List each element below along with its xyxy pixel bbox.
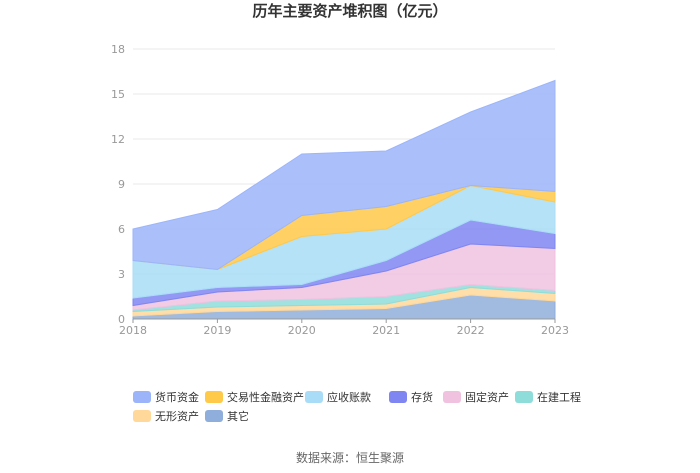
x-tick-label: 2018 — [119, 324, 147, 337]
axes: 2018 2019 2020 2021 2022 2023 — [119, 318, 569, 337]
legend-swatch — [389, 391, 407, 403]
legend-swatch — [305, 391, 323, 403]
legend-swatch — [443, 391, 461, 403]
series-area — [132, 79, 556, 271]
legend-label: 存货 — [411, 390, 433, 404]
y-tick-label: 18 — [111, 43, 125, 56]
x-tick-label: 2021 — [372, 324, 400, 337]
legend-swatch — [133, 391, 151, 403]
legend-label: 交易性金融资产 — [227, 390, 304, 404]
legend-label: 其它 — [227, 409, 249, 423]
x-tick-label: 2022 — [457, 324, 485, 337]
data-source: 数据来源：恒生聚源 — [296, 450, 404, 465]
x-tick-label: 2019 — [203, 324, 231, 337]
legend-swatch — [205, 410, 223, 422]
legend-item[interactable]: 其它 — [205, 409, 249, 423]
area-series — [132, 79, 556, 320]
y-tick-label: 9 — [118, 178, 125, 191]
legend-label: 固定资产 — [465, 390, 509, 404]
chart-title: 历年主要资产堆积图（亿元） — [252, 2, 447, 20]
y-tick-label: 0 — [118, 313, 125, 326]
y-tick-label: 6 — [118, 223, 125, 236]
legend-swatch — [205, 391, 223, 403]
legend-item[interactable]: 存货 — [389, 390, 433, 404]
y-tick-label: 12 — [111, 133, 125, 146]
legend-item[interactable]: 固定资产 — [443, 390, 509, 404]
legend-swatch — [133, 410, 151, 422]
legend-item[interactable]: 货币资金 — [133, 390, 199, 404]
y-tick-label: 3 — [118, 268, 125, 281]
legend-label: 应收账款 — [327, 390, 371, 404]
y-tick-label: 15 — [111, 88, 125, 101]
legend-item[interactable]: 应收账款 — [305, 390, 371, 404]
x-tick-label: 2023 — [541, 324, 569, 337]
legend-item[interactable]: 在建工程 — [515, 390, 581, 404]
legend-swatch — [515, 391, 533, 403]
x-tick-label: 2020 — [288, 324, 316, 337]
legend-item[interactable]: 无形资产 — [133, 409, 199, 423]
legend-label: 在建工程 — [537, 390, 581, 404]
legend-label: 货币资金 — [155, 390, 199, 404]
legend-item[interactable]: 交易性金融资产 — [205, 390, 304, 404]
legend-label: 无形资产 — [155, 409, 199, 423]
